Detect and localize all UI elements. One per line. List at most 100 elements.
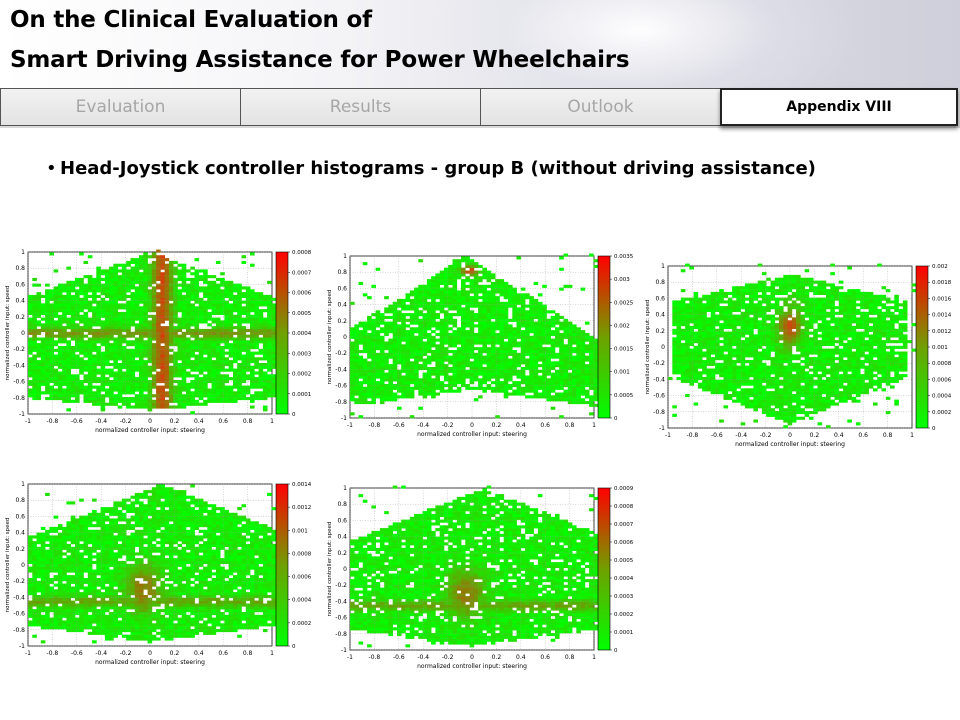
- density-cell: [478, 296, 483, 300]
- density-cell: [250, 300, 255, 304]
- density-cell: [139, 394, 144, 398]
- density-cell: [83, 340, 89, 344]
- density-cell: [207, 303, 212, 307]
- density-cell: [710, 362, 716, 366]
- density-cell: [53, 286, 59, 290]
- density-cell: [104, 368, 110, 372]
- density-cell: [405, 375, 411, 379]
- density-cell: [267, 280, 272, 284]
- density-cell: [104, 351, 110, 355]
- density-cell: [550, 321, 556, 325]
- density-cell: [126, 272, 131, 276]
- density-cell: [87, 326, 93, 330]
- density-cell: [198, 286, 204, 290]
- density-cell: [207, 297, 212, 301]
- density-cell: [537, 358, 543, 362]
- density-cell: [117, 311, 123, 315]
- density-cell: [422, 367, 428, 371]
- density-cell: [749, 365, 754, 369]
- density-cell: [271, 311, 276, 315]
- density-cell: [706, 385, 711, 389]
- tab-appendix-viii[interactable]: Appendix VIII: [720, 88, 958, 126]
- density-cell: [245, 391, 251, 395]
- density-cell: [401, 364, 406, 368]
- density-cell: [589, 381, 594, 385]
- density-cell: [685, 342, 690, 346]
- tab-outlook[interactable]: Outlook: [480, 88, 721, 126]
- density-cell: [680, 342, 686, 346]
- density-cell: [555, 321, 560, 325]
- density-cell: [740, 317, 746, 321]
- density-cell: [499, 307, 505, 311]
- density-cell: [211, 326, 217, 330]
- density-cell: [689, 382, 694, 386]
- density-cell: [228, 306, 234, 310]
- density-cell: [732, 385, 737, 389]
- density-cell: [28, 323, 33, 327]
- density-cell: [397, 355, 402, 359]
- tab-evaluation[interactable]: Evaluation: [0, 88, 241, 126]
- density-cell: [228, 303, 234, 307]
- density-cell: [495, 338, 500, 342]
- density-cell: [245, 294, 251, 298]
- density-cell: [676, 342, 682, 346]
- density-cell: [529, 369, 534, 373]
- density-cell: [546, 310, 551, 314]
- density-cell: [384, 315, 389, 319]
- density-cell: [439, 298, 445, 302]
- density-cell: [680, 300, 686, 304]
- density-cell: [147, 275, 153, 279]
- density-cell: [537, 350, 543, 354]
- density-cell: [126, 300, 131, 304]
- density-cell: [401, 395, 406, 399]
- density-cell: [211, 368, 217, 372]
- density-cell: [45, 354, 50, 358]
- density-cell: [194, 368, 200, 372]
- density-cell: [237, 371, 242, 375]
- density-cell: [397, 324, 402, 328]
- density-cell: [559, 287, 564, 291]
- density-cell: [151, 297, 157, 301]
- density-cell: [190, 280, 195, 284]
- density-cell: [572, 330, 577, 334]
- density-cell: [66, 297, 71, 301]
- density-cell: [736, 348, 741, 352]
- density-cell: [392, 358, 398, 362]
- density-cell: [143, 360, 148, 364]
- density-cell: [190, 277, 195, 281]
- density-cell: [567, 381, 573, 385]
- density-cell: [109, 397, 114, 401]
- density-cell: [190, 314, 195, 318]
- density-cell: [392, 324, 398, 328]
- density-cell: [75, 380, 80, 384]
- density-cell: [173, 340, 178, 344]
- density-cell: [572, 395, 577, 399]
- density-cell: [228, 385, 234, 389]
- density-cell: [452, 307, 458, 311]
- density-cell: [702, 306, 707, 310]
- density-cell: [160, 309, 165, 313]
- density-cell: [164, 263, 170, 267]
- density-cell: [499, 304, 505, 308]
- density-cell: [271, 363, 276, 367]
- tab-results[interactable]: Results: [240, 88, 481, 126]
- density-cell: [572, 341, 577, 345]
- density-cell: [702, 308, 707, 312]
- density-cell: [689, 368, 694, 372]
- density-cell: [156, 311, 161, 315]
- density-cell: [134, 360, 140, 364]
- density-cell: [233, 297, 238, 301]
- density-cell: [732, 294, 737, 298]
- density-cell: [186, 357, 191, 361]
- density-cell: [87, 388, 93, 392]
- density-cell: [409, 415, 415, 419]
- density-cell: [258, 363, 264, 367]
- density-cell: [490, 344, 496, 348]
- density-cell: [409, 364, 415, 368]
- density-cell: [66, 292, 71, 296]
- density-cell: [422, 324, 428, 328]
- density-cell: [719, 294, 724, 298]
- density-cell: [749, 374, 754, 378]
- density-cell: [151, 289, 157, 293]
- density-cell: [593, 395, 598, 399]
